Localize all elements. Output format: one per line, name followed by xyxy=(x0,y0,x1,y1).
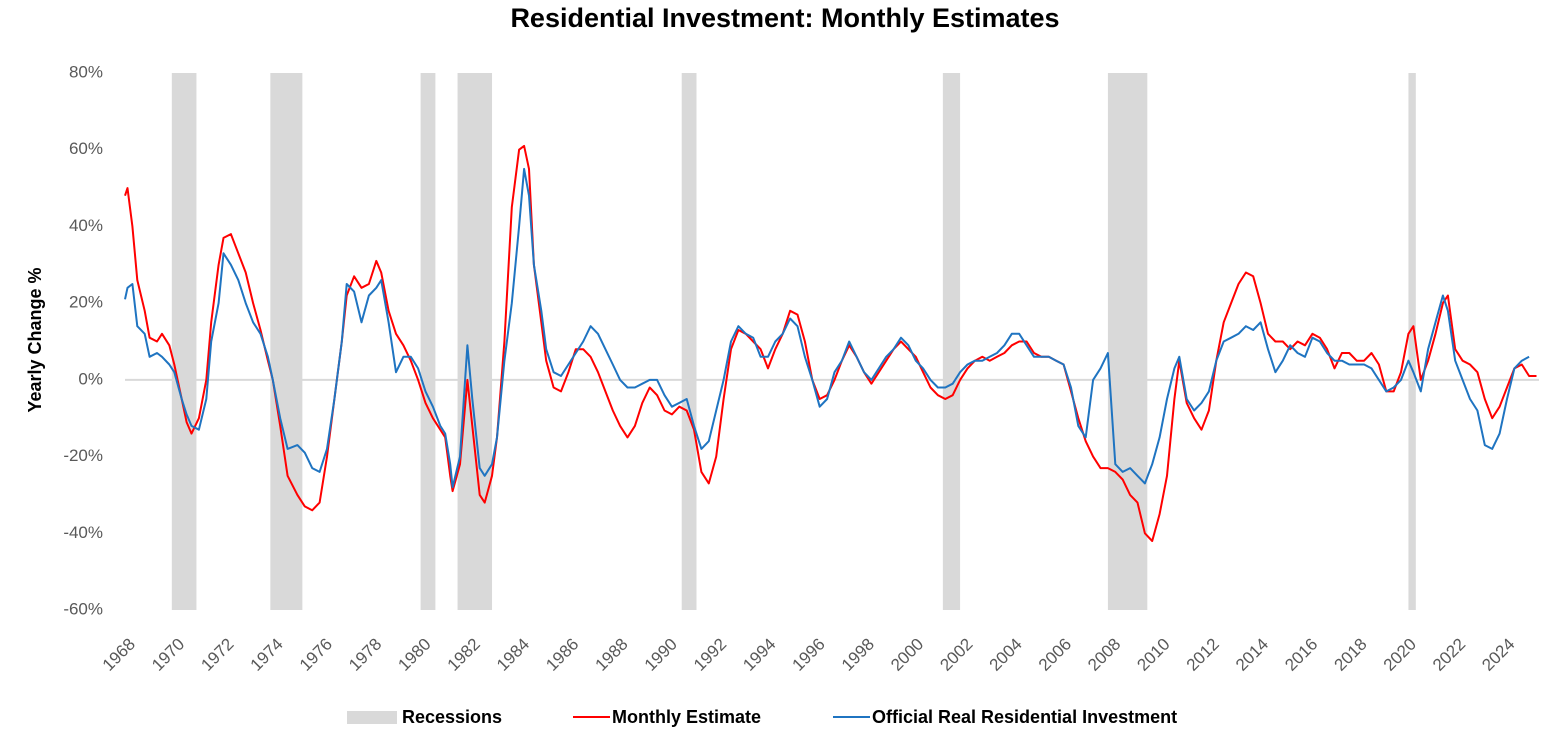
x-tick-label: 1992 xyxy=(690,635,730,675)
y-tick-label: 0% xyxy=(78,369,103,388)
series-line xyxy=(124,144,1537,542)
x-tick-label: 2022 xyxy=(1429,635,1469,675)
x-tick-label: 2024 xyxy=(1478,635,1518,675)
recession-band xyxy=(681,73,697,610)
x-tick-label: 2006 xyxy=(1035,635,1075,675)
y-tick-label: -20% xyxy=(63,446,103,465)
recession-band xyxy=(270,73,303,610)
legend-label: Recessions xyxy=(402,707,502,727)
x-tick-label: 2000 xyxy=(887,635,927,675)
x-tick-label: 1970 xyxy=(148,635,188,675)
x-tick-label: 1974 xyxy=(247,635,287,675)
recession-band xyxy=(171,73,197,610)
x-tick-label: 2008 xyxy=(1084,635,1124,675)
x-tick-label: 1986 xyxy=(542,635,582,675)
x-tick-label: 1998 xyxy=(838,635,878,675)
recession-band xyxy=(457,73,493,610)
recession-band xyxy=(420,73,436,610)
x-tick-label: 1996 xyxy=(789,635,829,675)
y-tick-label: 20% xyxy=(69,293,103,312)
recession-band xyxy=(1408,73,1416,610)
y-tick-label: -40% xyxy=(63,523,103,542)
x-tick-label: 2020 xyxy=(1380,635,1420,675)
recession-band xyxy=(942,73,961,610)
legend-label: Official Real Residential Investment xyxy=(872,707,1177,727)
series-line xyxy=(124,167,1530,489)
y-tick-label: 60% xyxy=(69,139,103,158)
x-tick-label: 1982 xyxy=(444,635,484,675)
chart-title: Residential Investment: Monthly Estimate… xyxy=(510,3,1059,33)
y-tick-label: 80% xyxy=(69,62,103,81)
x-tick-label: 1968 xyxy=(99,635,139,675)
x-tick-label: 1984 xyxy=(493,635,533,675)
x-tick-label: 2016 xyxy=(1281,635,1321,675)
x-tick-label: 1990 xyxy=(641,635,681,675)
x-tick-label: 1976 xyxy=(296,635,336,675)
recession-band xyxy=(1107,73,1148,610)
y-axis-title: Yearly Change % xyxy=(25,267,45,412)
x-tick-label: 1980 xyxy=(394,635,434,675)
legend-label: Monthly Estimate xyxy=(612,707,761,727)
x-tick-label: 2004 xyxy=(986,635,1026,675)
legend-swatch xyxy=(347,711,397,724)
x-tick-label: 2010 xyxy=(1133,635,1173,675)
x-tick-label: 2014 xyxy=(1232,635,1272,675)
x-tick-label: 2012 xyxy=(1183,635,1223,675)
x-tick-label: 1988 xyxy=(591,635,631,675)
y-tick-label: -60% xyxy=(63,599,103,618)
x-tick-label: 1972 xyxy=(197,635,237,675)
y-tick-label: 40% xyxy=(69,216,103,235)
x-tick-label: 1994 xyxy=(739,635,779,675)
x-tick-label: 2002 xyxy=(936,635,976,675)
x-tick-label: 1978 xyxy=(345,635,385,675)
x-tick-label: 2018 xyxy=(1331,635,1371,675)
